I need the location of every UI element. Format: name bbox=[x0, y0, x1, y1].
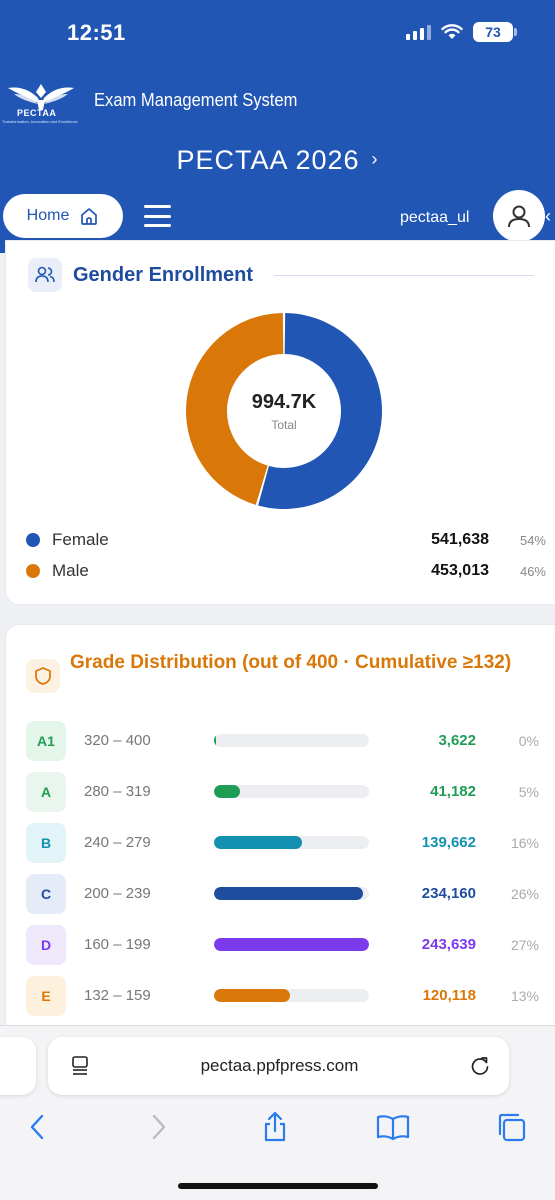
user-avatar[interactable] bbox=[493, 190, 545, 242]
grade-bar-track bbox=[214, 887, 369, 900]
grade-row: B 240 – 279 139,662 16% bbox=[26, 823, 546, 863]
grade-count: 243,639 bbox=[421, 936, 476, 953]
grade-bar-track bbox=[214, 938, 369, 951]
grade-bar-fill bbox=[214, 989, 290, 1002]
grade-badge: E bbox=[26, 976, 66, 1016]
grade-bar-fill bbox=[214, 938, 369, 951]
cellular-signal-icon bbox=[406, 24, 431, 40]
grade-row: A1 320 – 400 3,622 0% bbox=[26, 721, 546, 761]
exam-selector[interactable]: PECTAA 2026 › bbox=[0, 145, 555, 176]
legend-percent: 54% bbox=[519, 532, 546, 548]
grade-badge: C bbox=[26, 874, 66, 914]
grade-percent: 0% bbox=[518, 733, 539, 749]
user-menu-chevron-icon[interactable]: ‹ bbox=[545, 206, 551, 226]
gender-donut-chart bbox=[186, 313, 382, 509]
grade-row: A 280 – 319 41,182 5% bbox=[26, 772, 546, 812]
grade-percent: 16% bbox=[510, 835, 539, 851]
grade-bar-fill bbox=[214, 785, 241, 798]
grade-bar-track bbox=[214, 734, 369, 747]
grade-badge: B bbox=[26, 823, 66, 863]
page-menu-icon[interactable] bbox=[70, 1055, 90, 1077]
pectaa-logo-icon bbox=[8, 84, 74, 110]
grade-range: 280 – 319 bbox=[84, 783, 151, 800]
home-indicator bbox=[178, 1183, 378, 1189]
gender-enrollment-card: Gender Enrollment 994.7K Total Female 54… bbox=[5, 240, 555, 605]
bookmarks-icon[interactable] bbox=[376, 1110, 410, 1144]
grade-range: 320 – 400 bbox=[84, 732, 151, 749]
legend-value: 453,013 bbox=[431, 562, 489, 579]
address-bar[interactable]: pectaa.ppfpress.com bbox=[48, 1037, 509, 1095]
grade-count: 120,118 bbox=[422, 987, 476, 1004]
grade-row: E 132 – 159 120,118 13% bbox=[26, 976, 546, 1016]
username: pectaa_ul bbox=[400, 209, 470, 226]
grade-count: 3,622 bbox=[438, 732, 476, 749]
grade-percent: 5% bbox=[518, 784, 539, 800]
grade-badge: D bbox=[26, 925, 66, 965]
grade-badge: A bbox=[26, 772, 66, 812]
grade-bar-track bbox=[214, 836, 369, 849]
chevron-right-icon: › bbox=[371, 149, 379, 169]
previous-tab-pill[interactable] bbox=[0, 1037, 36, 1095]
logo-text: PECTAA bbox=[17, 108, 57, 118]
legend-value: 541,638 bbox=[431, 531, 489, 548]
home-label: Home bbox=[26, 207, 70, 224]
donut-total: 994.7K bbox=[251, 390, 317, 413]
gender-enrollment-title: Gender Enrollment bbox=[73, 264, 254, 286]
hamburger-menu-icon[interactable] bbox=[144, 205, 171, 227]
female-dot-icon bbox=[26, 533, 40, 547]
donut-center: 994.7K Total bbox=[184, 311, 384, 511]
home-button[interactable]: Home bbox=[3, 194, 123, 238]
donut-total-label: Total bbox=[271, 417, 297, 432]
grade-percent: 27% bbox=[510, 937, 539, 953]
legend-name: Male bbox=[52, 561, 89, 580]
grade-bar-fill bbox=[214, 887, 363, 900]
system-title: Exam Management System bbox=[94, 90, 298, 110]
status-time: 12:51 bbox=[67, 20, 126, 45]
grade-range: 200 – 239 bbox=[84, 885, 151, 902]
grade-distribution-title: Grade Distribution (out of 400 · Cumulat… bbox=[70, 652, 512, 673]
grade-range: 160 – 199 bbox=[84, 936, 151, 953]
status-icons: 73 bbox=[406, 22, 517, 42]
grade-row: D 160 – 199 243,639 27% bbox=[26, 925, 546, 965]
grade-count: 41,182 bbox=[430, 783, 476, 800]
donut-slice-female bbox=[258, 313, 382, 509]
reload-icon[interactable] bbox=[469, 1055, 491, 1077]
home-icon bbox=[81, 208, 98, 225]
exam-title: PECTAA 2026 bbox=[176, 145, 360, 175]
share-icon[interactable] bbox=[258, 1110, 292, 1144]
grade-percent: 13% bbox=[510, 988, 539, 1004]
logo-tagline: Transformation, Innovation and Excellenc… bbox=[2, 119, 78, 124]
grade-bar-track bbox=[214, 785, 369, 798]
legend-name: Female bbox=[52, 530, 109, 549]
grade-percent: 26% bbox=[510, 886, 539, 902]
app-header: 12:51 73 PECTAA Transformation, Innovati… bbox=[0, 0, 555, 253]
user-icon bbox=[508, 205, 530, 228]
grade-range: 132 – 159 bbox=[84, 987, 151, 1004]
legend-percent: 46% bbox=[519, 563, 546, 579]
donut-slice-male bbox=[186, 313, 284, 505]
divider bbox=[274, 275, 534, 276]
shield-icon bbox=[26, 659, 60, 693]
grade-range: 240 – 279 bbox=[84, 834, 151, 851]
url-text[interactable]: pectaa.ppfpress.com bbox=[200, 1056, 359, 1075]
grade-count: 234,160 bbox=[421, 885, 476, 902]
wifi-icon bbox=[441, 24, 463, 39]
tabs-icon[interactable] bbox=[494, 1110, 528, 1144]
back-icon[interactable] bbox=[21, 1110, 55, 1144]
grade-badge: A1 bbox=[26, 721, 66, 761]
grade-bar-fill bbox=[214, 734, 216, 747]
grade-distribution-card: Grade Distribution (out of 400 · Cumulat… bbox=[5, 624, 555, 1044]
users-icon bbox=[28, 258, 62, 292]
grade-count: 139,662 bbox=[421, 834, 476, 851]
legend-row-female: Female 541,638 54% bbox=[26, 528, 546, 552]
male-dot-icon bbox=[26, 564, 40, 578]
grade-bar-fill bbox=[214, 836, 303, 849]
grade-bar-track bbox=[214, 989, 369, 1002]
legend-row-male: Male 453,013 46% bbox=[26, 559, 546, 583]
battery-icon: 73 bbox=[473, 22, 517, 42]
grade-row: C 200 – 239 234,160 26% bbox=[26, 874, 546, 914]
forward-icon[interactable] bbox=[141, 1110, 175, 1144]
